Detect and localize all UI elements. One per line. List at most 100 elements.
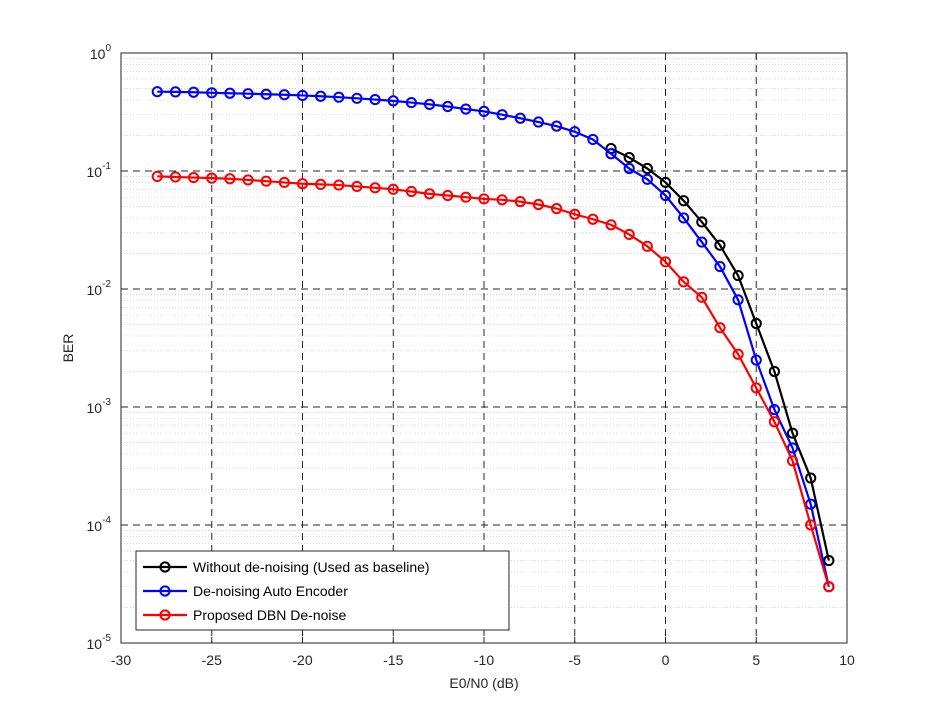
y-axis-label: BER xyxy=(60,334,76,363)
y-tick-exponent: -2 xyxy=(102,279,111,290)
data-point xyxy=(224,173,236,185)
data-point xyxy=(569,208,581,220)
x-axis-label: E0/N0 (dB) xyxy=(449,675,518,691)
data-point xyxy=(333,91,345,103)
series-2 xyxy=(151,86,835,593)
data-point xyxy=(532,116,545,128)
y-tick-base: 10 xyxy=(87,282,103,298)
data-point xyxy=(242,174,254,186)
y-tick-label: 10-5 xyxy=(87,633,112,652)
data-point xyxy=(315,90,327,102)
data-point xyxy=(151,86,163,98)
series-layer xyxy=(151,86,835,593)
y-tick-label: 100 xyxy=(90,43,112,62)
y-tick-base: 10 xyxy=(87,636,103,652)
y-tick-exponent: 0 xyxy=(105,43,111,54)
y-tick-base: 10 xyxy=(90,46,106,62)
data-point xyxy=(188,86,200,98)
data-point xyxy=(315,178,327,190)
data-point xyxy=(659,189,672,202)
legend-item: Proposed DBN De-noise xyxy=(143,607,347,623)
data-point xyxy=(641,173,653,185)
x-tick-label: 5 xyxy=(752,652,760,668)
series-3 xyxy=(151,170,835,593)
data-point xyxy=(387,183,399,195)
data-point xyxy=(514,112,526,124)
data-point xyxy=(823,581,835,593)
legend-box xyxy=(135,550,510,631)
data-point xyxy=(605,148,617,160)
data-point xyxy=(786,427,799,439)
y-tick-label: 10-4 xyxy=(87,515,112,534)
data-point xyxy=(587,213,599,225)
data-point xyxy=(732,348,744,360)
y-tick-label: 10-1 xyxy=(87,161,112,180)
data-point xyxy=(569,126,581,138)
data-point xyxy=(496,194,508,206)
y-tick-label: 10-3 xyxy=(87,397,112,416)
data-point xyxy=(805,498,817,510)
data-point xyxy=(496,109,508,121)
data-point xyxy=(714,322,726,334)
data-point xyxy=(732,269,744,282)
data-point xyxy=(786,442,799,454)
data-point xyxy=(768,404,781,416)
data-point xyxy=(278,176,290,189)
data-point xyxy=(333,179,345,191)
data-point xyxy=(532,198,545,211)
data-point xyxy=(169,86,182,98)
data-point xyxy=(805,472,817,484)
data-point xyxy=(478,105,490,117)
data-point xyxy=(823,554,835,567)
y-tick-exponent: -3 xyxy=(102,397,111,408)
data-point xyxy=(206,172,218,184)
data-point xyxy=(696,291,708,303)
legend-label: De-noising Auto Encoder xyxy=(193,583,348,599)
data-point xyxy=(750,317,762,330)
data-point xyxy=(442,100,454,113)
legend-label: Proposed DBN De-noise xyxy=(193,607,347,623)
y-tick-base: 10 xyxy=(87,400,103,416)
x-tick-label: -25 xyxy=(202,652,222,668)
x-tick-labels: -30 -25 -20 -15 -10 -5 0 5 10 xyxy=(111,652,855,668)
data-point xyxy=(551,120,563,132)
series-line xyxy=(157,175,830,588)
data-point xyxy=(278,89,290,101)
axis-ticks xyxy=(120,52,848,644)
data-point xyxy=(460,191,472,203)
data-point xyxy=(605,219,617,231)
data-point xyxy=(242,88,254,100)
data-point xyxy=(641,162,653,175)
data-point xyxy=(405,185,417,198)
legend-item: Without de-noising (Used as baseline) xyxy=(143,559,430,575)
data-point xyxy=(296,178,309,190)
data-point xyxy=(587,133,599,146)
major-grid xyxy=(121,53,847,643)
series-line xyxy=(610,147,830,561)
data-point xyxy=(206,87,218,99)
data-point xyxy=(678,195,690,207)
data-point xyxy=(296,89,309,102)
data-point xyxy=(369,182,381,194)
x-tick-label: -20 xyxy=(292,652,312,668)
data-point xyxy=(369,93,381,106)
x-tick-label: -30 xyxy=(111,652,131,668)
data-point xyxy=(786,455,799,467)
data-point xyxy=(768,365,781,378)
data-point xyxy=(260,88,272,100)
data-point xyxy=(405,96,417,109)
legend-label: Without de-noising (Used as baseline) xyxy=(193,559,430,575)
data-point xyxy=(151,170,163,182)
y-tick-exponent: -4 xyxy=(102,515,111,526)
data-point xyxy=(460,103,472,115)
data-point xyxy=(805,519,817,531)
data-point xyxy=(732,294,744,306)
data-point xyxy=(768,416,781,428)
data-point xyxy=(478,193,490,205)
y-tick-exponent: -5 xyxy=(102,633,111,644)
data-point xyxy=(696,236,708,248)
legend-item: De-noising Auto Encoder xyxy=(143,583,348,599)
y-tick-base: 10 xyxy=(87,518,103,534)
